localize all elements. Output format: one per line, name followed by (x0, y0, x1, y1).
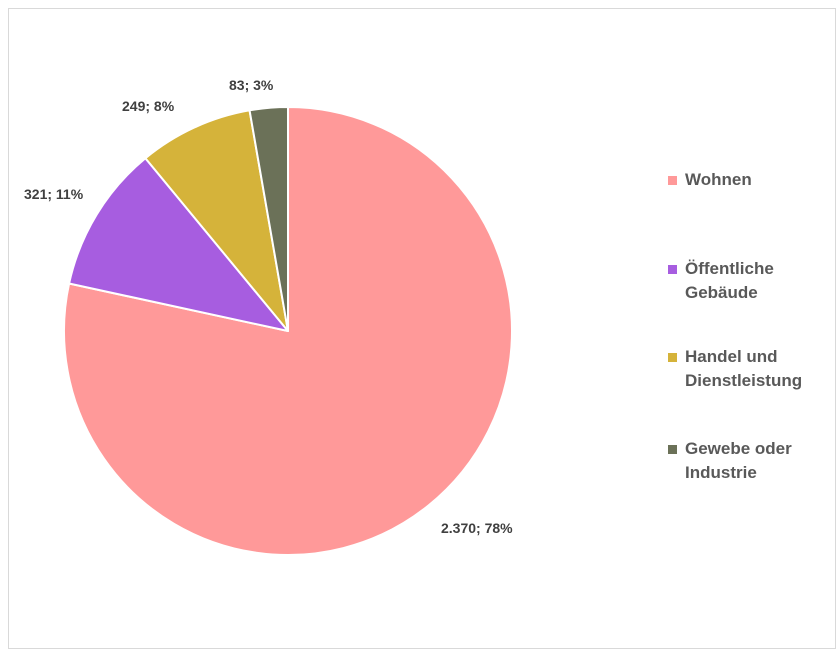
pie-slice-0 (63, 106, 513, 556)
data-label-1: 321; 11% (24, 186, 84, 202)
legend-label-wohnen: Wohnen (685, 170, 752, 189)
data-label-2: 249; 8% (122, 98, 175, 114)
legend-item-handel-dienstleistung: Handel und Dienstleistung (668, 345, 802, 393)
pie-slice-3 (248, 106, 289, 332)
pie-slice-2 (144, 109, 289, 332)
pie-slice-1 (68, 157, 289, 332)
data-label-0: 2.370; 78% (441, 520, 513, 536)
data-label-3: 83; 3% (229, 77, 274, 93)
legend-swatch-wohnen (668, 176, 677, 185)
pie-slices (63, 106, 513, 556)
legend-label-handel-line2: Dienstleistung (685, 371, 803, 390)
legend-item-gewebe-industrie: Gewebe oder Industrie (668, 437, 792, 485)
legend-label-oeffentliche-line1: Öffentliche (685, 259, 774, 278)
legend-swatch-gewebe-industrie (668, 445, 677, 454)
legend-label-handel-line1: Handel und (685, 347, 778, 366)
legend-label-oeffentliche-line2: Gebäude (685, 283, 758, 302)
legend-label-gewebe-line1: Gewebe oder (685, 439, 792, 458)
legend-label-gewebe-line2: Industrie (685, 463, 757, 482)
data-labels: 2.370; 78% 321; 11% 249; 8% 83; 3% (24, 77, 513, 536)
legend-swatch-oeffentliche-gebaeude (668, 265, 677, 274)
legend-item-wohnen: Wohnen (668, 168, 752, 192)
legend-swatch-handel-dienstleistung (668, 353, 677, 362)
legend-item-oeffentliche-gebaeude: Öffentliche Gebäude (668, 257, 774, 305)
